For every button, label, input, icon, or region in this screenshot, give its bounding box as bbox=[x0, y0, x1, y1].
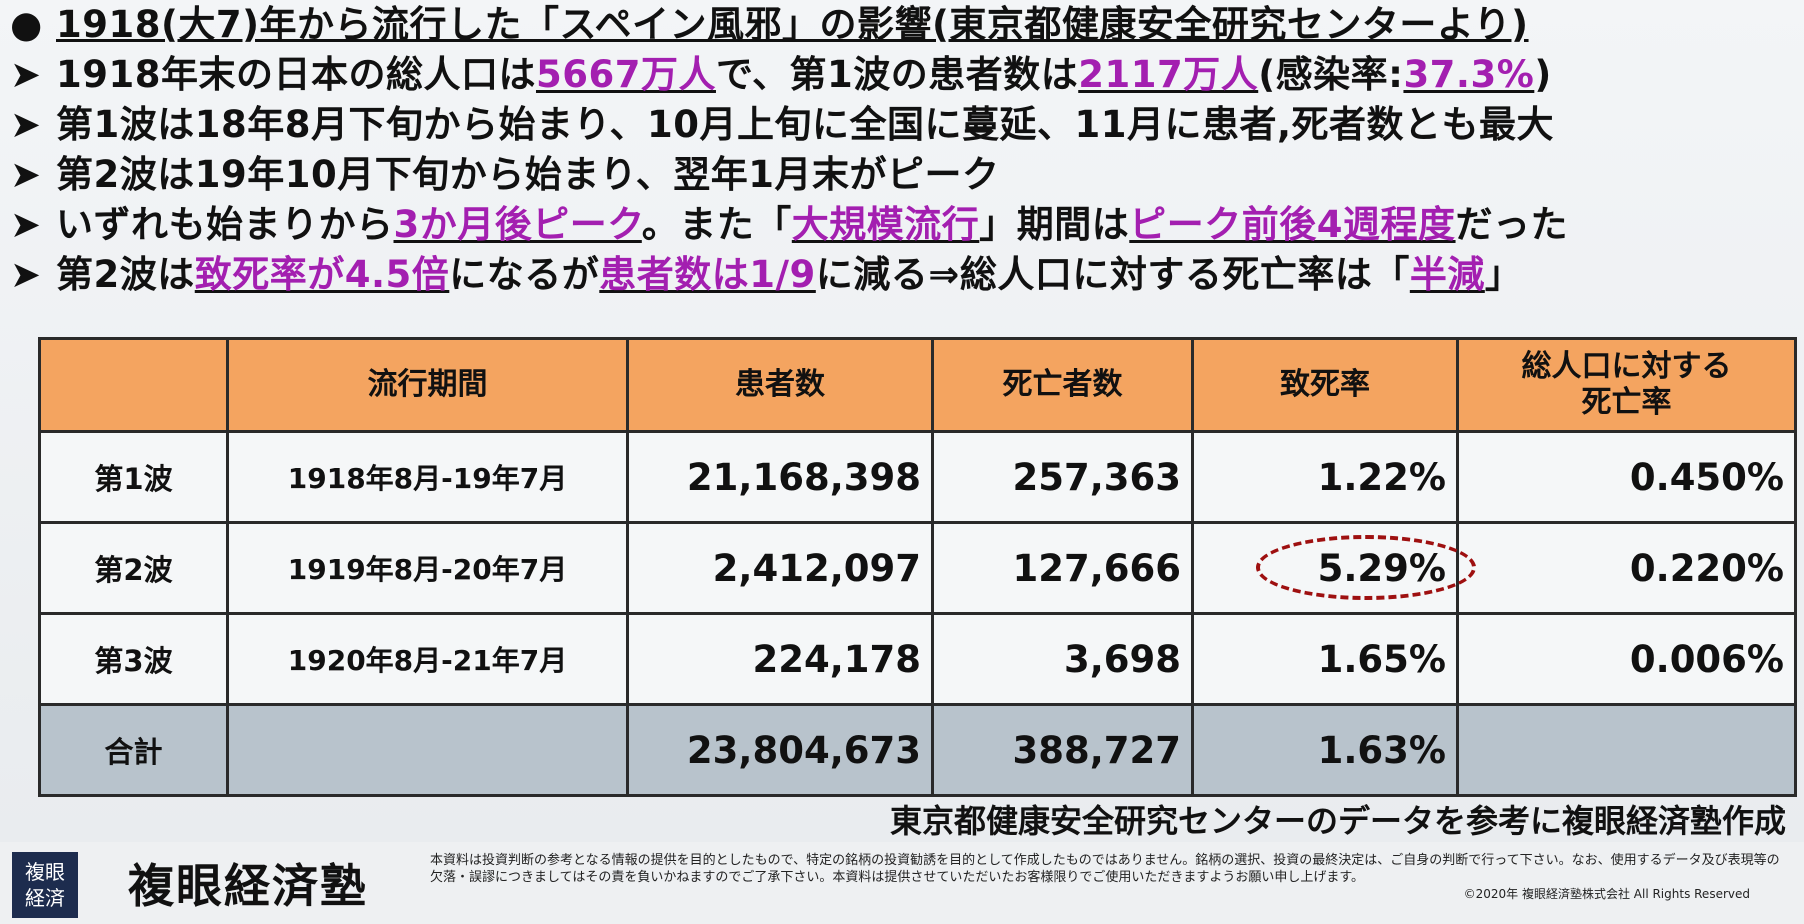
bullet-4-text-2: 。また「 bbox=[641, 203, 792, 246]
header-deaths: 死亡者数 bbox=[931, 337, 1194, 433]
header-period: 流行期間 bbox=[226, 337, 629, 433]
bullet-1: ➤ 1918年末の日本の総人口は5667万人で、第1波の患者数は2117万人(感染… bbox=[10, 50, 1800, 100]
cell-mortality: 0.450% bbox=[1456, 430, 1797, 524]
bullet-3-text: 第2波は19年10月下旬から始まり、翌年1月末がピーク bbox=[56, 153, 1000, 196]
disclaimer: 本資料は投資判断の参考となる情報の提供を目的としたもので、特定の銘柄の投資勧誘を… bbox=[430, 852, 1790, 922]
header-mortality-line-2: 死亡率 bbox=[1581, 385, 1672, 420]
disclaimer-text: 本資料は投資判断の参考となる情報の提供を目的としたもので、特定の銘柄の投資勧誘を… bbox=[430, 853, 1780, 885]
bullet-4-text-4: だった bbox=[1455, 203, 1569, 246]
circle-bullet-icon: ● bbox=[10, 3, 43, 46]
bullet-list: ● 1918(大7)年から流行した「スペイン風邪」の影響(東京都健康安全研究センタ… bbox=[10, 0, 1800, 300]
flu-waves-table: 流行期間 患者数 死亡者数 致死率 総人口に対する 死亡率 第1波 1918年8月… bbox=[38, 337, 1797, 797]
header-fatality: 致死率 bbox=[1191, 337, 1459, 433]
cell-deaths: 3,698 bbox=[931, 612, 1194, 706]
row-label: 第3波 bbox=[38, 612, 229, 706]
cell-patients: 2,412,097 bbox=[626, 521, 934, 615]
highlight-infection-rate: 37.3% bbox=[1403, 53, 1535, 96]
arrow-bullet-icon: ➤ bbox=[10, 103, 42, 146]
bullet-2-text: 第1波は18年8月下旬から始まり、10月上旬に全国に蔓延、11月に患者,死者数と… bbox=[56, 103, 1555, 146]
table-row: 第1波 1918年8月-19年7月 21,168,398 257,363 1.2… bbox=[38, 430, 1797, 524]
cell-deaths: 257,363 bbox=[931, 430, 1194, 524]
bullet-1-text-2: で、第1波の患者数は bbox=[715, 53, 1079, 96]
table-total-row: 合計 23,804,673 388,727 1.63% bbox=[38, 703, 1797, 797]
row-label: 第2波 bbox=[38, 521, 229, 615]
arrow-bullet-icon: ➤ bbox=[10, 253, 42, 296]
table-header-row: 流行期間 患者数 死亡者数 致死率 総人口に対する 死亡率 bbox=[38, 337, 1797, 433]
copyright: ©2020年 複眼経済塾株式会社 All Rights Reserved bbox=[1463, 887, 1750, 901]
slide-title: ● 1918(大7)年から流行した「スペイン風邪」の影響(東京都健康安全研究センタ… bbox=[10, 0, 1800, 50]
bullet-5-text-2: になるが bbox=[449, 253, 600, 296]
bullet-2: ➤ 第1波は18年8月下旬から始まり、10月上旬に全国に蔓延、11月に患者,死者数… bbox=[10, 100, 1800, 150]
logo-line-2: 経済 bbox=[25, 886, 65, 910]
highlight-patients: 2117万人 bbox=[1078, 53, 1259, 96]
bullet-5-text: 第2波は bbox=[56, 253, 195, 296]
bullet-4-text: いずれも始まりから bbox=[56, 203, 394, 246]
cell-mortality: 0.006% bbox=[1456, 612, 1797, 706]
cell-mortality bbox=[1456, 703, 1797, 797]
highlight-patients-ninth: 患者数は1/9 bbox=[599, 253, 816, 296]
bullet-5-text-4: 」 bbox=[1484, 253, 1523, 296]
arrow-bullet-icon: ➤ bbox=[10, 53, 42, 96]
bullet-4: ➤ いずれも始まりから3か月後ピーク。また「大規模流行」期間はピーク前後4週程度だ… bbox=[10, 200, 1800, 250]
footer: 複眼 経済 複眼経済塾 本資料は投資判断の参考となる情報の提供を目的としたもので、… bbox=[0, 842, 1804, 924]
cell-deaths: 388,727 bbox=[931, 703, 1194, 797]
source-note: 東京都健康安全研究センターのデータを参考に複眼経済塾作成 bbox=[889, 802, 1786, 840]
arrow-bullet-icon: ➤ bbox=[10, 203, 42, 246]
brand-name: 複眼経済塾 bbox=[128, 859, 368, 913]
highlight-half: 半減 bbox=[1409, 253, 1485, 296]
bullet-5-text-3: に減る⇒総人口に対する死亡率は「 bbox=[815, 253, 1410, 296]
cell-deaths: 127,666 bbox=[931, 521, 1194, 615]
cell-period: 1920年8月-21年7月 bbox=[226, 612, 629, 706]
cell-fatality: 1.63% bbox=[1191, 703, 1459, 797]
cell-period: 1919年8月-20年7月 bbox=[226, 521, 629, 615]
table-row: 第2波 1919年8月-20年7月 2,412,097 127,666 5.29… bbox=[38, 521, 1797, 615]
circled-fatality-highlight: 5.29% bbox=[1255, 534, 1477, 600]
bullet-1-text-4: ) bbox=[1534, 53, 1552, 96]
highlight-peak: 3か月後ピーク bbox=[393, 203, 642, 246]
bullet-5: ➤ 第2波は致死率が4.5倍になるが患者数は1/9に減る⇒総人口に対する死亡率は「… bbox=[10, 250, 1800, 300]
cell-fatality: 1.22% bbox=[1191, 430, 1459, 524]
logo-icon: 複眼 経済 bbox=[12, 852, 78, 918]
bullet-1-text-3: (感染率: bbox=[1258, 53, 1404, 96]
bullet-4-text-3: 」期間は bbox=[979, 203, 1130, 246]
cell-period: 1918年8月-19年7月 bbox=[226, 430, 629, 524]
cell-period bbox=[226, 703, 629, 797]
arrow-bullet-icon: ➤ bbox=[10, 153, 42, 196]
cell-patients: 21,168,398 bbox=[626, 430, 934, 524]
bullet-3: ➤ 第2波は19年10月下旬から始まり、翌年1月末がピーク bbox=[10, 150, 1800, 200]
bullet-1-text: 1918年末の日本の総人口は bbox=[56, 53, 536, 96]
row-label: 第1波 bbox=[38, 430, 229, 524]
logo-line-1: 複眼 bbox=[25, 860, 65, 884]
header-blank bbox=[38, 337, 229, 433]
header-patients: 患者数 bbox=[626, 337, 934, 433]
title-text: 1918(大7)年から流行した「スペイン風邪」の影響(東京都健康安全研究センター… bbox=[56, 3, 1529, 46]
cell-fatality: 5.29% bbox=[1191, 521, 1477, 615]
cell-patients: 23,804,673 bbox=[626, 703, 934, 797]
highlight-fatality-rate: 致死率が4.5倍 bbox=[194, 253, 450, 296]
row-label: 合計 bbox=[38, 703, 229, 797]
header-mortality-line-1: 総人口に対する bbox=[1521, 349, 1732, 384]
cell-patients: 224,178 bbox=[626, 612, 934, 706]
table-row: 第3波 1920年8月-21年7月 224,178 3,698 1.65% 0.… bbox=[38, 612, 1797, 706]
cell-fatality: 1.65% bbox=[1191, 612, 1459, 706]
header-mortality: 総人口に対する 死亡率 bbox=[1456, 337, 1797, 433]
highlight-large-outbreak: 大規模流行 bbox=[791, 203, 980, 246]
cell-mortality: 0.220% bbox=[1456, 521, 1797, 615]
highlight-four-weeks: ピーク前後4週程度 bbox=[1129, 203, 1456, 246]
highlight-population: 5667万人 bbox=[535, 53, 716, 96]
